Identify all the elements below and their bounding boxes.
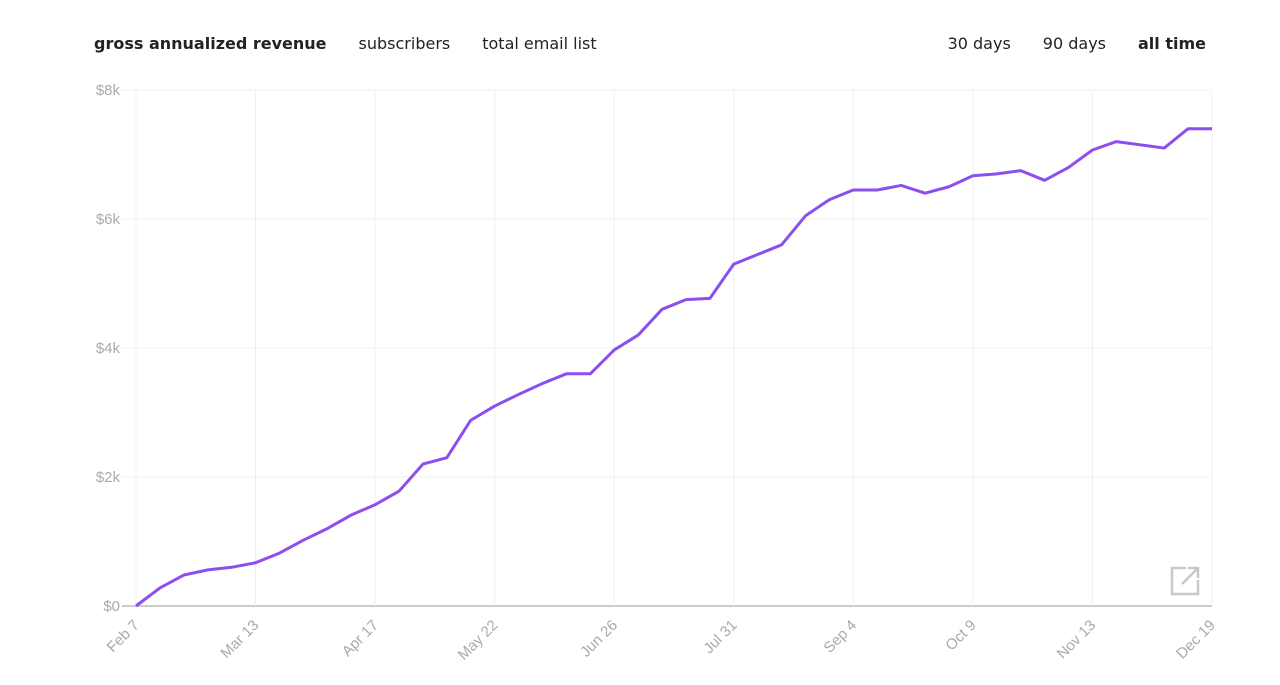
range-tabs: 30 days 90 days all time [948,34,1206,53]
y-tick-label: $4k [96,340,121,357]
x-tick-label: Feb 7 [104,617,143,656]
tab[interactable]: all time [1138,34,1206,53]
tab[interactable]: subscribers [358,34,451,53]
y-tick-label: $0 [103,598,120,615]
x-tick-label: Nov 13 [1054,617,1100,663]
tab[interactable]: 30 days [947,34,1011,53]
y-tick-label: $6k [96,211,121,228]
y-tick-label: $8k [96,82,121,99]
x-tick-label: Jul 31 [700,617,740,657]
tab[interactable]: total email list [482,34,597,53]
y-tick-label: $2k [96,469,121,486]
revenue-line [135,127,1212,608]
x-tick-label: Dec 19 [1173,617,1219,663]
x-tick-label: Jun 26 [577,617,621,661]
metric-tabs: gross annualized revenue subscribers total… [94,34,597,53]
open-external-icon[interactable] [1170,566,1200,596]
tab[interactable]: 90 days [1042,34,1106,53]
x-tick-label: Mar 13 [217,617,262,662]
tab[interactable]: gross annualized revenue [94,34,327,53]
x-tick-label: Sep 4 [820,617,860,657]
x-tick-label: May 22 [455,617,502,664]
x-tick-label: Oct 9 [942,617,979,654]
x-tick-label: Apr 17 [339,617,382,660]
